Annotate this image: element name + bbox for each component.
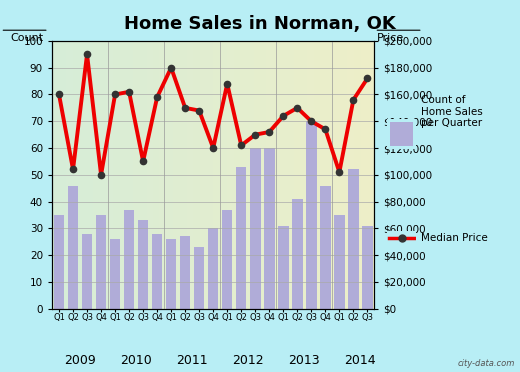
Bar [334,215,345,309]
Bar [306,121,317,309]
Text: Home Sales in Norman, OK: Home Sales in Norman, OK [124,15,396,33]
Text: Count: Count [10,33,44,43]
Bar [110,239,120,309]
Bar [292,199,303,309]
Bar [82,234,93,309]
Text: Median Price: Median Price [421,233,488,243]
Bar [264,148,275,309]
Bar [138,220,148,309]
Bar [348,170,359,309]
Text: 2013: 2013 [289,354,320,367]
Bar [362,226,373,309]
Text: city-data.com: city-data.com [458,359,515,368]
Text: 2014: 2014 [345,354,376,367]
Text: 2009: 2009 [64,354,96,367]
Bar [124,210,134,309]
Bar [208,228,218,309]
Bar [250,148,261,309]
Text: 2011: 2011 [176,354,208,367]
Text: Price: Price [377,33,404,43]
Text: 2012: 2012 [232,354,264,367]
Bar [152,234,162,309]
Bar [320,186,331,309]
Bar [180,237,190,309]
Bar [166,239,176,309]
Text: Count of
Home Sales
per Quarter: Count of Home Sales per Quarter [421,95,483,128]
Bar [236,167,246,309]
Bar [96,215,106,309]
Bar [194,247,204,309]
Bar [222,210,232,309]
Bar [68,186,79,309]
Bar [54,215,64,309]
Bar [390,122,413,146]
Bar [278,226,289,309]
Text: 2010: 2010 [120,354,152,367]
